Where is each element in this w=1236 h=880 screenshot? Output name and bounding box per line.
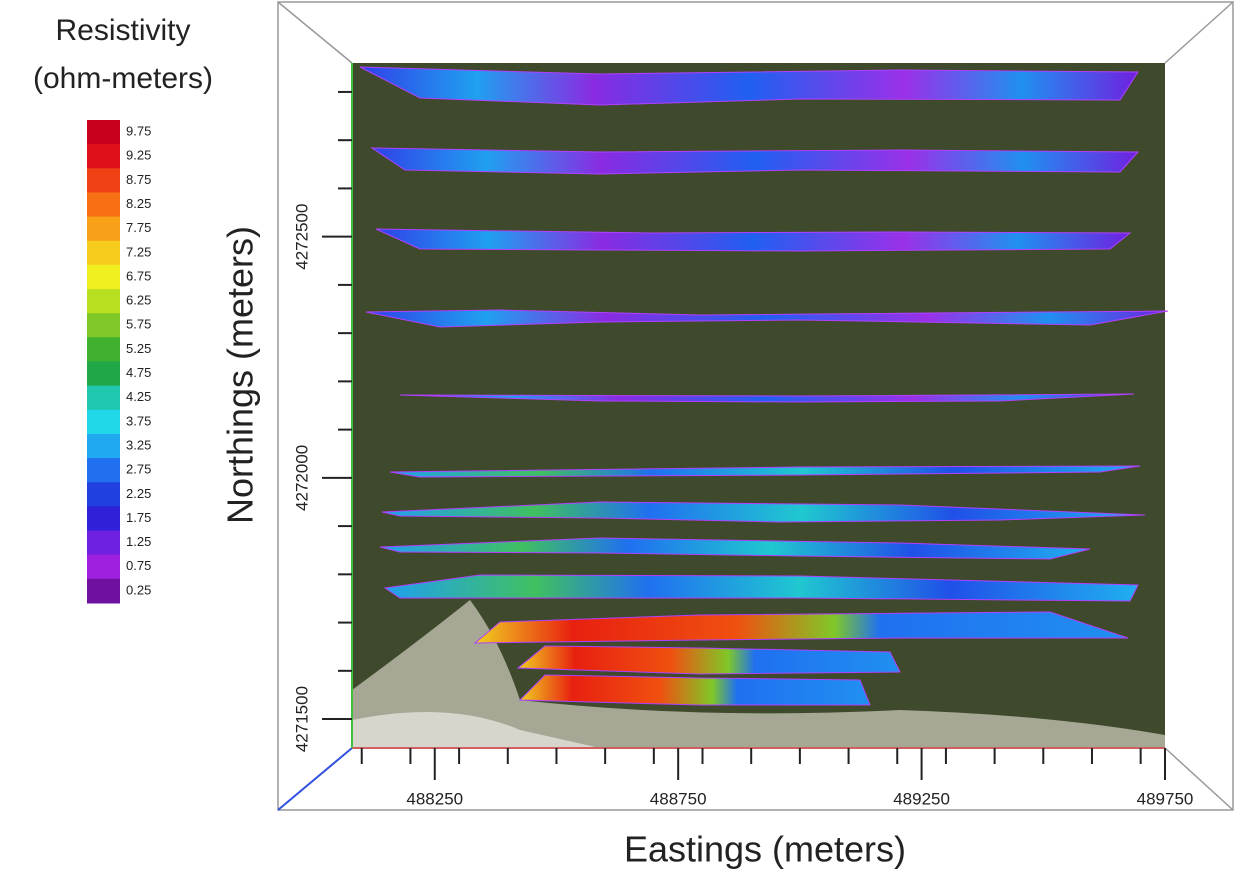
y-tick-label: 4271500 (292, 686, 311, 752)
colorbar-label: 0.25 (126, 582, 151, 597)
profile-strip (473, 611, 1129, 644)
colorbar-cell (87, 361, 120, 387)
profile-strip (383, 574, 1139, 602)
colorbar-label: 2.75 (126, 462, 151, 477)
colorbar-cell (87, 192, 120, 218)
frame (277, 1, 1234, 811)
colorbar-cell (87, 458, 120, 483)
profile-strip (359, 66, 1139, 106)
profile-strip (370, 147, 1140, 175)
colorbar-cell (87, 409, 120, 435)
box-edge (1164, 1, 1234, 64)
profile-strip (389, 465, 1141, 478)
profile-strip (379, 537, 1091, 560)
y-tick-label: 4272000 (292, 445, 311, 511)
profile-strip (399, 393, 1135, 403)
colorbar-label: 7.25 (126, 244, 151, 259)
colorbar-cell (87, 385, 120, 411)
colorbar-label: 2.25 (126, 486, 151, 501)
colorbar-title: Resistivity (55, 14, 190, 47)
colorbar-cell (87, 168, 120, 193)
colorbar-label: 5.75 (126, 317, 151, 332)
profile-strip (516, 645, 901, 675)
profile-strip (381, 501, 1146, 523)
colorbar-label: 9.25 (126, 148, 151, 163)
colorbar-label: 8.75 (126, 172, 151, 187)
colorbar-label: 9.75 (126, 124, 151, 139)
colorbar-cell (87, 240, 120, 266)
x-axis-title: Eastings (meters) (624, 829, 906, 870)
y-axis-title: Northings (meters) (220, 226, 261, 524)
shoreline (352, 600, 1165, 748)
colorbar-label: 0.75 (126, 558, 151, 573)
colorbar-label: 5.25 (126, 341, 151, 356)
colorbar-cell (87, 337, 120, 362)
profile-strip (365, 309, 1169, 328)
colorbar-label: 7.75 (126, 220, 151, 235)
colorbar-label: 8.25 (126, 196, 151, 211)
colorbar-label: 6.25 (126, 293, 151, 308)
profiles (359, 66, 1169, 706)
colorbar-label: 4.75 (126, 365, 151, 380)
colorbar-label: 1.75 (126, 510, 151, 525)
colorbar-label: 1.25 (126, 534, 151, 549)
colorbar-cell (87, 144, 120, 169)
colorbar-cell (87, 216, 120, 242)
x-tick-label: 488250 (406, 789, 463, 808)
colorbar-cell (87, 313, 120, 338)
box-edge (277, 1, 353, 64)
colorbar-label: 6.75 (126, 268, 151, 283)
colorbar-title: (ohm-meters) (33, 62, 213, 95)
x-tick-label: 489750 (1137, 789, 1194, 808)
x-tick-label: 488750 (650, 789, 707, 808)
colorbar-label: 3.75 (126, 413, 151, 428)
colorbar-cell (87, 289, 120, 314)
box-edge (277, 747, 353, 811)
colorbar-cell (87, 120, 120, 145)
colorbar-cell (87, 530, 120, 556)
profile-strip (518, 674, 871, 706)
colorbar-cell (87, 554, 120, 580)
colorbar-label: 4.25 (126, 389, 151, 404)
colorbar-label: 3.25 (126, 437, 151, 452)
y-tick-label: 4272500 (292, 204, 311, 270)
shoreline (352, 712, 600, 748)
colorbar-cell (87, 264, 120, 290)
x-tick-label: 489250 (893, 789, 950, 808)
profile-strip (375, 228, 1132, 252)
colorbar-cell (87, 506, 120, 532)
colorbar-cell (87, 482, 120, 507)
colorbar-cell (87, 433, 120, 459)
outer-box (277, 1, 1234, 811)
colorbar-cell (87, 578, 120, 604)
box-edge (1164, 747, 1234, 811)
